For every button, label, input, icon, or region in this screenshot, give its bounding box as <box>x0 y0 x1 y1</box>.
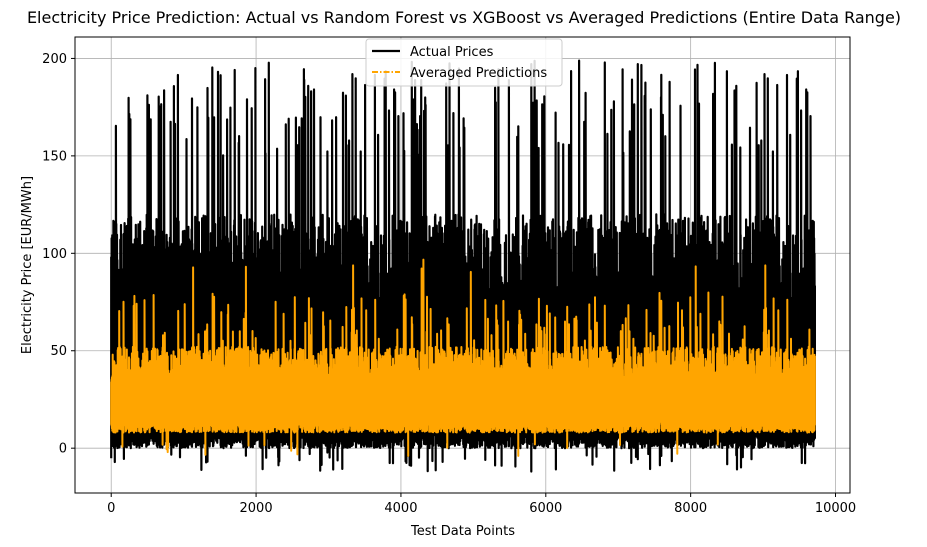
x-axis-ticks: 0 2000 4000 6000 8000 10000 <box>107 493 856 516</box>
x-tick-label: 6000 <box>529 501 562 516</box>
series-averaged-predictions-line <box>110 258 816 457</box>
y-tick-label: 200 <box>42 52 67 67</box>
y-tick-label: 50 <box>50 344 67 359</box>
legend: Actual Prices Averaged Predictions <box>365 38 563 87</box>
legend-actual-prices-label: Actual Prices <box>410 45 494 60</box>
x-tick-label: 2000 <box>240 501 273 516</box>
x-tick-label: 0 <box>107 501 115 516</box>
x-axis-label: Test Data Points <box>410 524 515 539</box>
axes-frame <box>74 36 851 494</box>
x-tick-label: 10000 <box>815 501 856 516</box>
chart-title: Electricity Price Prediction: Actual vs … <box>27 8 901 27</box>
legend-box <box>365 38 563 87</box>
x-tick-label: 4000 <box>384 501 417 516</box>
y-tick-label: 150 <box>42 149 67 164</box>
x-tick-label: 8000 <box>674 501 707 516</box>
legend-averaged-predictions-label: Averaged Predictions <box>410 66 547 81</box>
y-tick-label: 0 <box>59 442 67 457</box>
y-axis-ticks: 0 50 100 150 200 <box>42 52 75 457</box>
y-axis-label: Electricity Price [EUR/MWh] <box>20 176 35 354</box>
plot-area <box>110 59 816 473</box>
y-tick-label: 100 <box>42 247 67 262</box>
